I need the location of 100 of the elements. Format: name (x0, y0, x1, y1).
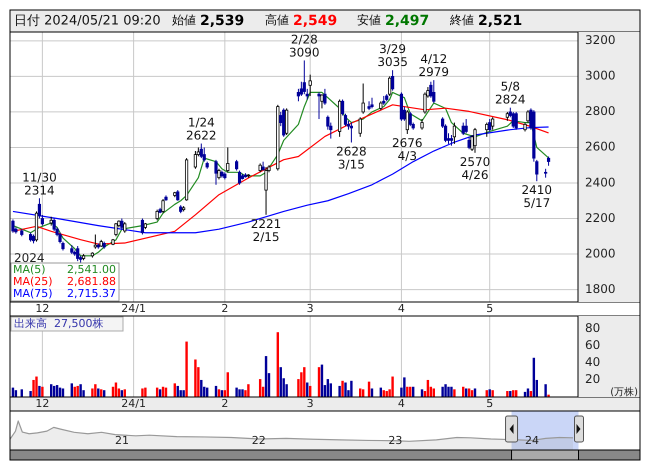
bar (306, 382, 308, 397)
bar (530, 391, 532, 397)
chart-title: 日付 2024/05/21 09:20 (14, 14, 161, 29)
candlestick (320, 94, 324, 109)
candlestick (452, 122, 456, 144)
candlestick (140, 218, 144, 235)
candlestick (488, 118, 492, 132)
candlestick (235, 159, 238, 172)
bar (97, 388, 100, 397)
candlestick (120, 218, 124, 230)
bar (74, 386, 76, 397)
bar (200, 380, 202, 397)
x-tick-label: 24/1 (121, 302, 146, 316)
candlestick (214, 159, 218, 186)
candlestick (238, 170, 242, 186)
candlestick (202, 146, 206, 162)
candlestick (420, 118, 424, 130)
bar (12, 388, 14, 397)
bar (185, 342, 188, 397)
bar (362, 389, 364, 397)
candlestick (462, 122, 465, 136)
bar (174, 383, 176, 397)
candlestick (285, 108, 288, 136)
x-tick-label: 4 (398, 302, 405, 316)
bar (444, 384, 447, 397)
candlestick (176, 190, 180, 202)
bar (303, 367, 306, 397)
text: MA(5) (13, 263, 46, 276)
x-tick-label: 12 (35, 302, 50, 316)
bar (20, 389, 23, 397)
y-tick-label: 1800 (585, 282, 616, 296)
bar (182, 390, 185, 397)
bar (79, 384, 82, 397)
bar (158, 389, 162, 397)
bar (94, 384, 97, 397)
bar (464, 388, 468, 397)
bar (38, 386, 41, 397)
x-tick-label: 23 (388, 434, 402, 448)
bar (514, 390, 518, 397)
bar (194, 359, 197, 397)
candlestick (390, 70, 394, 92)
x-tick-label: 3 (306, 397, 314, 410)
text: 安値 2,497 (357, 12, 430, 29)
candlestick (114, 222, 118, 237)
annotation: 2570 4/26 (460, 154, 490, 182)
bar (462, 386, 464, 397)
x-tick-label: 5 (486, 397, 494, 410)
y-tick-label: 80 (585, 321, 600, 336)
x-tick-label: 21 (115, 434, 130, 448)
x-tick-label: 2 (221, 302, 228, 316)
candlestick (217, 168, 221, 180)
candlestick (514, 111, 518, 130)
chart-title: 出来高 27,500株 (14, 317, 104, 330)
bar (226, 372, 229, 397)
bar (308, 386, 312, 397)
annotation: 4/12 2979 (418, 52, 450, 80)
bar (91, 388, 94, 397)
bar (509, 391, 512, 397)
text: MA(75) (13, 287, 53, 300)
bar (488, 389, 491, 397)
bar (532, 358, 536, 397)
candlestick (358, 116, 362, 138)
x-tick-label: 3 (306, 302, 314, 316)
x-tick-label: 5 (486, 302, 494, 316)
bar (238, 389, 241, 397)
bar (426, 380, 430, 397)
bar (330, 383, 332, 397)
bar (179, 390, 182, 397)
bar (156, 388, 158, 397)
candlestick (123, 222, 126, 234)
bar (114, 382, 118, 397)
candlestick (485, 122, 488, 138)
annotation: 2410 5/17 (522, 183, 552, 210)
bar (144, 388, 147, 397)
annotation: 11/30 2314 (22, 170, 57, 198)
annotation: 2,715.37 (67, 287, 116, 300)
candlestick (535, 159, 538, 182)
y-tick-label: 40 (585, 355, 600, 370)
bar (41, 386, 44, 397)
y-tick-label: 2600 (585, 140, 616, 154)
bar (432, 388, 435, 397)
bar (506, 391, 509, 397)
candlestick (468, 136, 471, 150)
candlestick (226, 146, 230, 173)
candlestick (546, 156, 550, 166)
bar (386, 391, 388, 397)
bar (406, 386, 409, 397)
candlestick (408, 111, 412, 127)
text: 終値 2,521 (449, 12, 522, 29)
y-tick-label: 60 (585, 338, 600, 352)
bar (468, 388, 470, 397)
candlestick (11, 218, 15, 234)
bar (247, 384, 250, 397)
candlestick (406, 110, 409, 134)
candlestick (432, 80, 436, 104)
annotation: 2/28 3090 (289, 32, 320, 60)
bar (102, 390, 106, 397)
bar (235, 388, 238, 397)
bar (100, 389, 102, 397)
candlestick (194, 150, 198, 170)
